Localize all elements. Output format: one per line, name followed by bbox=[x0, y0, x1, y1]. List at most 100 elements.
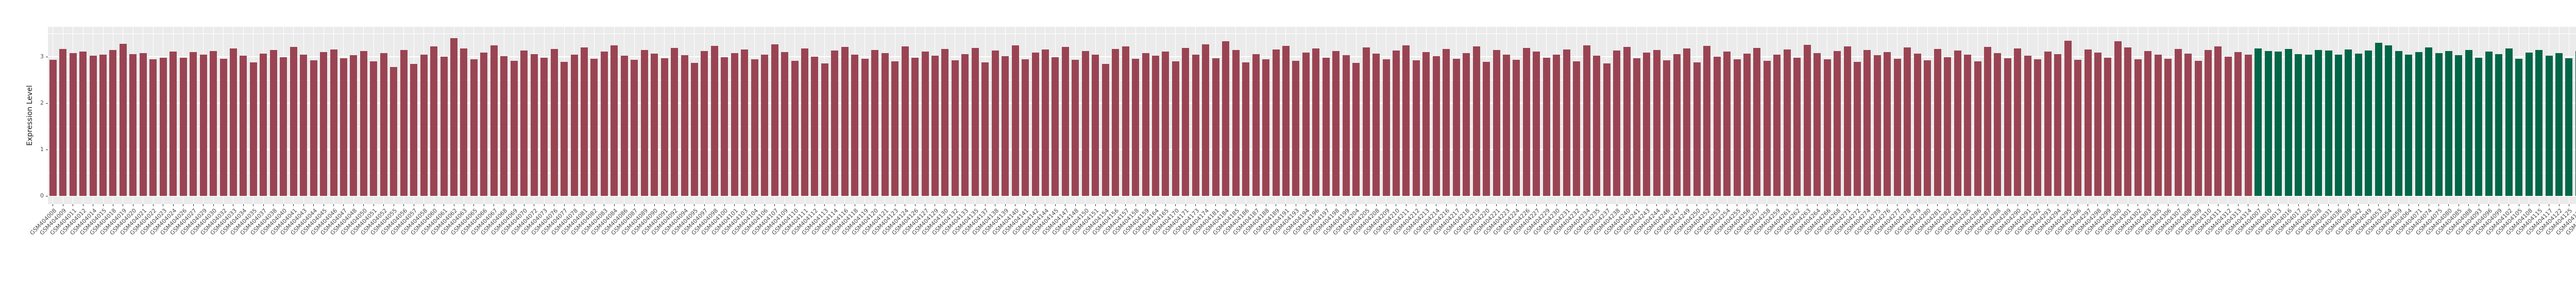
bar-GSM404306 bbox=[2164, 58, 2172, 196]
bar-GSM404072 bbox=[530, 54, 538, 196]
bar-GSM404101 bbox=[731, 53, 738, 196]
x-tick-mark bbox=[1516, 204, 1517, 206]
x-tick-mark bbox=[353, 204, 354, 206]
bar-GSM404097 bbox=[701, 51, 708, 196]
x-tick-mark bbox=[1636, 204, 1637, 206]
y-tick-label: 1 bbox=[40, 146, 44, 153]
x-tick-mark bbox=[1165, 204, 1166, 206]
x-tick-mark bbox=[1997, 204, 1998, 206]
bar-GSM404088 bbox=[2465, 49, 2472, 196]
bar-GSM404193 bbox=[1292, 61, 1300, 196]
x-tick-mark bbox=[243, 204, 244, 206]
bar-GSM404127 bbox=[921, 52, 929, 196]
x-tick-mark bbox=[634, 204, 635, 206]
bar-GSM404069 bbox=[510, 61, 518, 196]
bar-GSM404106 bbox=[761, 54, 769, 196]
bar-GSM404211 bbox=[1402, 45, 1410, 196]
x-tick-mark bbox=[1025, 204, 1026, 206]
bar-GSM404057 bbox=[410, 64, 418, 196]
bar-GSM404243 bbox=[1643, 52, 1651, 196]
x-tick-mark bbox=[1817, 204, 1818, 206]
bar-GSM404144 bbox=[1041, 49, 1049, 196]
x-tick-mark bbox=[1837, 204, 1838, 206]
bar-GSM404140 bbox=[1011, 45, 1019, 196]
bar-GSM404159 bbox=[1142, 53, 1149, 196]
x-tick-mark bbox=[193, 204, 194, 206]
x-tick-mark bbox=[2288, 204, 2289, 206]
bar-GSM404132 bbox=[951, 60, 959, 196]
bar-GSM404204 bbox=[1352, 62, 1360, 196]
bar-GSM404294 bbox=[2054, 54, 2062, 196]
x-tick-mark bbox=[403, 204, 404, 206]
bar-GSM404293 bbox=[2044, 52, 2052, 196]
x-tick-mark bbox=[2418, 204, 2419, 206]
x-tick-mark bbox=[283, 204, 284, 206]
bar-GSM404219 bbox=[1472, 46, 1480, 196]
x-tick-mark bbox=[2278, 204, 2279, 206]
x-tick-mark bbox=[1506, 204, 1507, 206]
x-tick-mark bbox=[473, 204, 474, 206]
x-tick-mark bbox=[223, 204, 224, 206]
bar-GSM404044 bbox=[310, 60, 317, 196]
bar-GSM404042 bbox=[2354, 53, 2362, 196]
bar-GSM404313 bbox=[2234, 52, 2242, 196]
x-tick-mark bbox=[1486, 204, 1487, 206]
x-tick-mark bbox=[1476, 204, 1477, 206]
bar-GSM404064 bbox=[2405, 54, 2413, 196]
bar-GSM404300 bbox=[2114, 41, 2122, 196]
bar-GSM404038 bbox=[269, 50, 277, 196]
x-tick-mark bbox=[1676, 204, 1677, 206]
bar-GSM404030 bbox=[210, 51, 217, 196]
x-tick-mark bbox=[1907, 204, 1908, 206]
x-tick-mark bbox=[1496, 204, 1497, 206]
x-tick-mark bbox=[824, 204, 825, 206]
bar-GSM404247 bbox=[1673, 54, 1681, 196]
x-tick-mark bbox=[1095, 204, 1096, 206]
bar-GSM404314 bbox=[2244, 54, 2252, 196]
x-tick-mark bbox=[2117, 204, 2119, 206]
bar-GSM404272 bbox=[1854, 61, 1861, 196]
x-tick-mark bbox=[2318, 204, 2319, 206]
bar-GSM404068 bbox=[500, 56, 508, 196]
bar-GSM404275 bbox=[1873, 55, 1881, 196]
bar-GSM404095 bbox=[690, 62, 698, 196]
bar-GSM404128 bbox=[2575, 51, 2576, 196]
bar-GSM404019 bbox=[119, 43, 127, 196]
bar-GSM404289 bbox=[2004, 58, 2011, 196]
bar-GSM404171 bbox=[1182, 47, 1190, 196]
x-tick-mark bbox=[1085, 204, 1086, 206]
bar-GSM404244 bbox=[1653, 50, 1660, 196]
bar-GSM404231 bbox=[1563, 49, 1570, 196]
x-tick-mark bbox=[1987, 204, 1988, 206]
x-tick-mark bbox=[1586, 204, 1587, 206]
bar-GSM404184 bbox=[1222, 41, 1230, 196]
bar-GSM404063 bbox=[460, 48, 468, 196]
bar-GSM404125 bbox=[2565, 58, 2573, 196]
bar-GSM404008 bbox=[49, 60, 57, 196]
bar-GSM404053 bbox=[2375, 43, 2382, 196]
bar-GSM404286 bbox=[1974, 61, 1981, 196]
bar-GSM404049 bbox=[2365, 51, 2372, 196]
bar-GSM404065 bbox=[470, 59, 478, 196]
x-tick-mark bbox=[1867, 204, 1868, 206]
y-axis-title: Expression Level bbox=[26, 85, 34, 146]
bar-GSM404174 bbox=[1202, 44, 1210, 196]
bar-GSM404278 bbox=[1904, 47, 1911, 196]
bar-GSM404018 bbox=[109, 49, 117, 196]
x-tick-mark bbox=[1355, 204, 1357, 206]
bar-GSM404261 bbox=[1783, 49, 1791, 196]
x-tick-mark bbox=[343, 204, 344, 206]
bar-GSM404299 bbox=[2104, 57, 2112, 196]
bar-GSM404276 bbox=[1884, 52, 1891, 196]
bar-GSM404085 bbox=[2455, 55, 2463, 196]
bar-GSM404194 bbox=[1302, 52, 1310, 196]
bar-GSM404015 bbox=[99, 55, 107, 196]
bar-GSM404256 bbox=[1743, 53, 1751, 196]
bar-GSM404122 bbox=[2555, 53, 2563, 196]
bar-GSM404040 bbox=[280, 57, 287, 196]
bar-GSM404041 bbox=[290, 47, 297, 196]
bar-GSM404073 bbox=[540, 57, 548, 196]
bar-GSM404258 bbox=[1763, 61, 1771, 196]
bar-GSM404116 bbox=[841, 47, 849, 196]
bar-GSM404310 bbox=[2205, 50, 2212, 196]
